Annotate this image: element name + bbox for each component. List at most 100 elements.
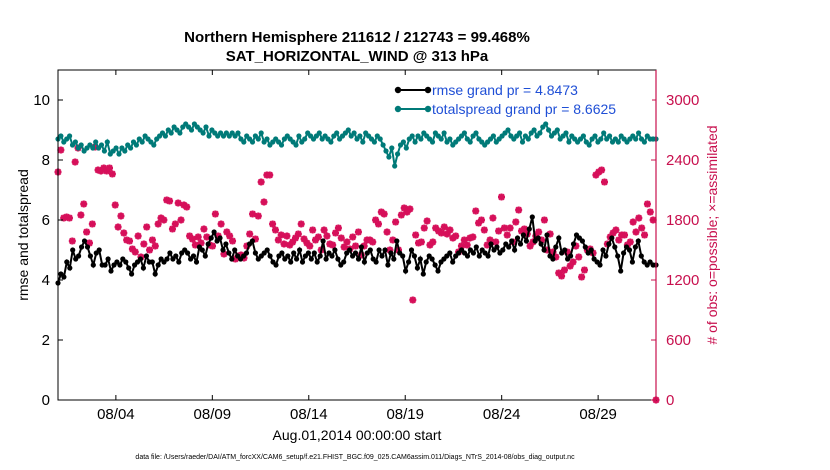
obs-marker xyxy=(200,225,208,233)
y-tick-label-right: 2400 xyxy=(666,152,699,169)
obs-marker-stroke xyxy=(143,223,151,231)
y-tick-label-left: 8 xyxy=(42,152,50,169)
obs-marker xyxy=(632,228,640,236)
rmse-point xyxy=(435,268,441,274)
obs-marker xyxy=(320,226,328,234)
obs-marker-stroke xyxy=(632,228,640,236)
obs-marker xyxy=(203,233,211,241)
obs-marker xyxy=(506,224,514,232)
y-axis-label-left: rmse and totalspread xyxy=(15,169,31,301)
totalspread-point xyxy=(438,136,444,142)
rmse-point xyxy=(167,250,173,256)
rmse-point xyxy=(126,265,132,271)
obs-marker-stroke xyxy=(191,241,199,249)
x-tick-label: 08/04 xyxy=(97,406,135,423)
totalspread-point xyxy=(563,130,569,136)
totalspread-point xyxy=(377,136,383,142)
obs-marker xyxy=(495,227,503,235)
obs-marker-stroke xyxy=(177,216,185,224)
rmse-point xyxy=(629,259,636,265)
obs-marker-stroke xyxy=(71,158,79,166)
totalspread-point xyxy=(389,145,395,151)
obs-marker xyxy=(154,220,162,228)
obs-marker-stroke xyxy=(535,228,543,236)
obs-marker-stroke xyxy=(229,237,236,245)
obs-marker xyxy=(77,211,85,219)
rmse-point xyxy=(314,259,320,265)
rmse-point xyxy=(476,253,482,259)
obs-marker-stroke xyxy=(209,242,216,250)
totalspread-point xyxy=(607,133,613,139)
obs-marker xyxy=(283,232,291,240)
rmse-point xyxy=(152,271,158,277)
legend-box xyxy=(393,80,652,119)
obs-marker xyxy=(168,225,176,233)
obs-marker-stroke xyxy=(397,211,405,219)
totalspread-point xyxy=(302,136,308,142)
obs-marker-stroke xyxy=(561,266,568,274)
totalspread-point xyxy=(412,139,418,145)
rmse-point xyxy=(79,244,85,250)
rmse-point xyxy=(320,238,326,244)
obs-marker-stroke xyxy=(380,210,388,218)
totalspread-point xyxy=(104,139,110,145)
totalspread-point xyxy=(296,133,302,139)
obs-marker xyxy=(211,210,219,218)
totalspread-point xyxy=(566,139,572,145)
totalspread-point xyxy=(122,148,128,154)
rmse-point xyxy=(173,253,179,259)
obs-marker-stroke xyxy=(254,212,262,220)
totalspread-point xyxy=(249,139,256,145)
obs-marker xyxy=(417,238,425,246)
rmse-point xyxy=(96,247,102,253)
obs-marker xyxy=(80,200,88,208)
rmse-point xyxy=(355,256,362,262)
rmse-point xyxy=(61,274,67,280)
obs-marker xyxy=(463,241,471,249)
obs-marker xyxy=(643,200,651,208)
obs-marker-stroke xyxy=(598,166,606,174)
obs-marker-stroke xyxy=(503,231,511,239)
totalspread-point xyxy=(90,145,96,151)
obs-marker-stroke xyxy=(452,232,460,240)
x-tick-label: 08/14 xyxy=(290,406,328,423)
rmse-point xyxy=(367,247,373,253)
rmse-point xyxy=(511,247,518,253)
obs-marker-stroke xyxy=(400,204,408,212)
obs-marker xyxy=(503,231,511,239)
rmse-point xyxy=(149,259,155,265)
obs-marker-stroke xyxy=(203,233,211,241)
rmse-point xyxy=(229,256,235,262)
rmse-point xyxy=(294,256,300,262)
totalspread-point xyxy=(418,136,424,142)
legend: rmse grand pr = 4.8473 totalspread grand… xyxy=(393,80,652,119)
obs-marker-stroke xyxy=(392,218,400,226)
obs-marker xyxy=(540,216,548,224)
rmse-point xyxy=(385,262,391,268)
rmse-point xyxy=(220,247,226,253)
y-tick-label-right: 1200 xyxy=(666,272,699,289)
totalspread-point xyxy=(200,130,206,136)
totalspread-point xyxy=(517,130,523,136)
obs-marker-stroke xyxy=(131,248,139,256)
obs-marker-stroke xyxy=(581,266,588,274)
rmse-point xyxy=(447,250,453,256)
totalspread-point xyxy=(380,142,386,148)
obs-marker xyxy=(512,218,520,226)
totalspread-point xyxy=(177,130,183,136)
obs-marker-stroke xyxy=(612,226,620,234)
totalspread-point xyxy=(580,133,587,139)
obs-marker xyxy=(343,238,351,246)
obs-marker xyxy=(392,218,400,226)
totalspread-point xyxy=(409,133,415,139)
rmse-point xyxy=(544,232,550,238)
obs-marker-stroke xyxy=(578,273,585,281)
obs-marker-stroke xyxy=(352,242,359,250)
totalspread-point xyxy=(116,151,122,157)
obs-marker xyxy=(558,272,566,280)
totalspread-point xyxy=(101,148,107,154)
rmse-point xyxy=(90,262,96,268)
obs-marker-stroke xyxy=(194,233,202,241)
obs-marker-stroke xyxy=(114,223,122,231)
obs-marker-stroke xyxy=(601,178,608,186)
